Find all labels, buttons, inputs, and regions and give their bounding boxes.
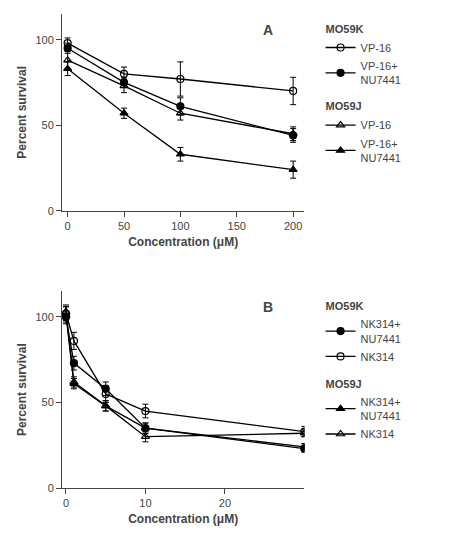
svg-text:NK314+NU7441: NK314+NU7441: [361, 318, 401, 344]
svg-text:50: 50: [42, 119, 54, 131]
svg-text:Concentration (μM): Concentration (μM): [128, 235, 238, 249]
svg-text:B: B: [263, 299, 273, 315]
svg-text:Percent survival: Percent survival: [15, 343, 29, 436]
svg-text:Concentration (μM): Concentration (μM): [128, 512, 238, 526]
svg-text:0: 0: [63, 497, 69, 509]
svg-text:NK314: NK314: [361, 351, 395, 363]
svg-text:150: 150: [228, 220, 246, 232]
svg-text:VP-16+NU7441: VP-16+NU7441: [361, 138, 401, 164]
svg-text:MO59J: MO59J: [326, 378, 362, 390]
svg-text:100: 100: [171, 220, 189, 232]
svg-text:0: 0: [65, 220, 71, 232]
svg-text:NK314+NU7441: NK314+NU7441: [361, 396, 401, 422]
svg-text:50: 50: [42, 396, 54, 408]
svg-text:VP-16+NU7441: VP-16+NU7441: [361, 60, 401, 86]
svg-text:MO59K: MO59K: [326, 23, 364, 35]
svg-text:200: 200: [284, 220, 302, 232]
svg-text:10: 10: [139, 497, 151, 509]
svg-text:50: 50: [118, 220, 130, 232]
svg-text:MO59K: MO59K: [326, 300, 364, 312]
svg-text:100: 100: [35, 34, 53, 46]
svg-text:MO59J: MO59J: [326, 100, 362, 112]
svg-text:20: 20: [219, 497, 231, 509]
svg-text:NK314: NK314: [361, 428, 395, 440]
svg-text:0: 0: [48, 482, 54, 494]
svg-text:100: 100: [35, 311, 53, 323]
svg-text:VP-16: VP-16: [361, 119, 392, 131]
svg-text:A: A: [263, 22, 273, 38]
svg-text:0: 0: [48, 205, 54, 217]
svg-text:VP-16: VP-16: [361, 42, 392, 54]
svg-text:Percent survival: Percent survival: [15, 66, 29, 159]
